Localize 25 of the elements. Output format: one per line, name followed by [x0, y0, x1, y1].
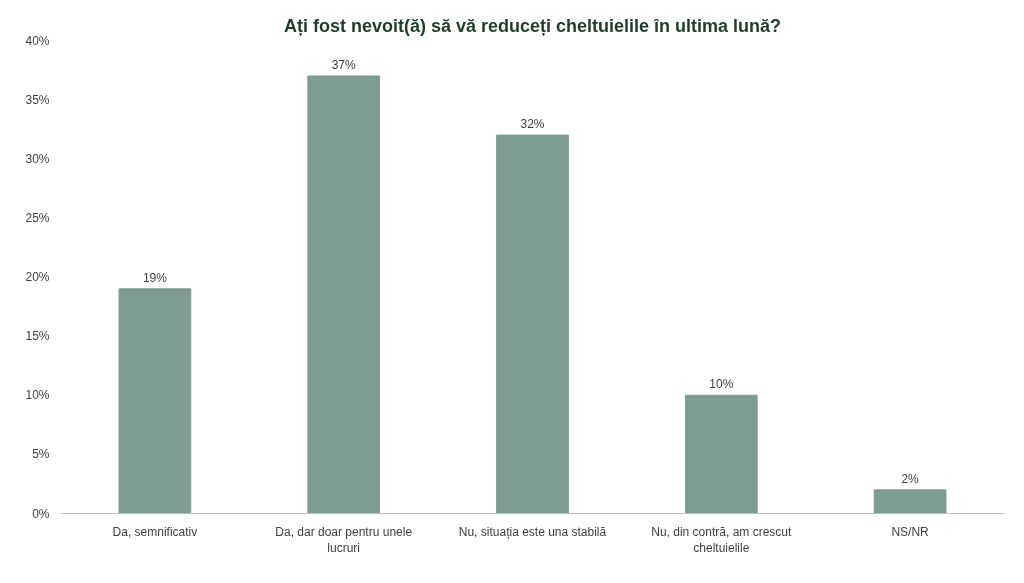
y-tick-label: 35%: [25, 92, 50, 107]
y-tick-label: 15%: [25, 329, 50, 344]
x-tick-label: Da, dar doar pentru unele lucruri: [275, 524, 413, 556]
y-tick-label: 25%: [25, 210, 50, 225]
data-label: 37%: [331, 57, 357, 72]
bar: [684, 394, 758, 514]
data-label: 10%: [709, 377, 734, 392]
bar: [873, 489, 947, 514]
y-tick-label: 20%: [25, 270, 50, 284]
chart-title: Ați fost nevoit(ă) să vă reduceți cheltuielile în ultima lună?: [283, 15, 782, 36]
bar: [496, 134, 569, 514]
x-tick-label: Da, semnificativ: [112, 524, 198, 539]
y-tick-label: 0%: [32, 506, 50, 521]
data-label: 32%: [520, 117, 545, 132]
y-tick-label: 40%: [25, 33, 50, 48]
y-tick-label: 30%: [25, 151, 50, 166]
data-label: 19%: [142, 270, 168, 285]
x-tick-label: Nu, din contră, am crescut cheltuielile: [651, 524, 792, 556]
data-label: 2%: [901, 471, 920, 486]
bar: [118, 288, 192, 514]
x-tick-label: Nu, situația este una stabilă: [458, 524, 607, 539]
bar: [307, 75, 381, 514]
y-tick-label: 5%: [32, 447, 50, 462]
x-tick-label: NS/NR: [891, 524, 930, 539]
y-tick-label: 10%: [25, 388, 50, 403]
